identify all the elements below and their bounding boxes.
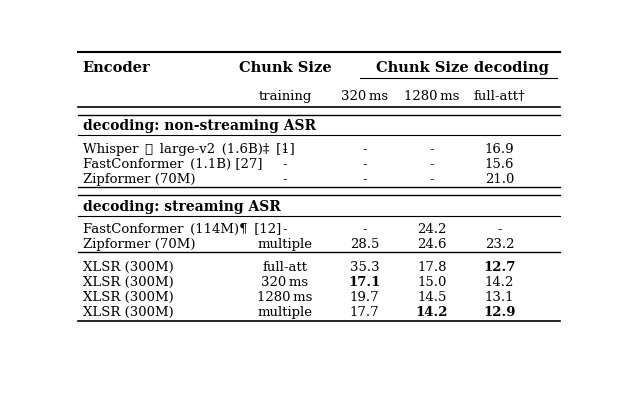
Text: 21.0: 21.0: [485, 172, 514, 186]
Text: XLSR (300M): XLSR (300M): [83, 260, 174, 273]
Text: -: -: [283, 172, 287, 186]
Text: XLSR (300M): XLSR (300M): [83, 275, 174, 288]
Text: 12.9: 12.9: [483, 306, 516, 319]
Text: Encoder: Encoder: [83, 61, 151, 75]
Text: 15.6: 15.6: [485, 158, 514, 171]
Text: 16.9: 16.9: [485, 143, 514, 156]
Text: 14.2: 14.2: [415, 306, 448, 319]
Text: decoding: streaming ASR: decoding: streaming ASR: [83, 199, 281, 213]
Text: full-att†: full-att†: [474, 89, 526, 103]
Text: multiple: multiple: [258, 306, 312, 319]
Text: 28.5: 28.5: [350, 238, 379, 251]
Text: 19.7: 19.7: [350, 290, 379, 304]
Text: XLSR (300M): XLSR (300M): [83, 306, 174, 319]
Text: 320 ms: 320 ms: [261, 275, 309, 288]
Text: Zipformer (70M): Zipformer (70M): [83, 238, 195, 251]
Text: -: -: [362, 172, 367, 186]
Text: 23.2: 23.2: [485, 238, 514, 251]
Text: 13.1: 13.1: [485, 290, 514, 304]
Text: 15.0: 15.0: [417, 275, 447, 288]
Text: 14.5: 14.5: [417, 290, 447, 304]
Text: multiple: multiple: [258, 238, 312, 251]
Text: 17.1: 17.1: [348, 275, 381, 288]
Text: 35.3: 35.3: [350, 260, 379, 273]
Text: -: -: [430, 172, 434, 186]
Text: 1280 ms: 1280 ms: [258, 290, 313, 304]
Text: -: -: [430, 143, 434, 156]
Text: 24.2: 24.2: [417, 223, 447, 236]
Text: -: -: [362, 223, 367, 236]
Text: -: -: [283, 223, 287, 236]
Text: 17.7: 17.7: [350, 306, 379, 319]
Text: decoding: non-streaming ASR: decoding: non-streaming ASR: [83, 119, 315, 133]
Text: XLSR (300M): XLSR (300M): [83, 290, 174, 304]
Text: 12.7: 12.7: [483, 260, 516, 273]
Text: FastConformer (1.1B) [27]: FastConformer (1.1B) [27]: [83, 158, 262, 171]
Text: 1280 ms: 1280 ms: [404, 89, 460, 103]
Text: 17.8: 17.8: [417, 260, 447, 273]
Text: 320 ms: 320 ms: [341, 89, 388, 103]
Text: -: -: [362, 158, 367, 171]
Text: -: -: [283, 158, 287, 171]
Text: training: training: [258, 89, 312, 103]
Text: 24.6: 24.6: [417, 238, 447, 251]
Text: -: -: [430, 158, 434, 171]
Text: -: -: [283, 143, 287, 156]
Text: 14.2: 14.2: [485, 275, 514, 288]
Text: Whisper ₟ large-v2 (1.6B)‡ [1]: Whisper ₟ large-v2 (1.6B)‡ [1]: [83, 143, 294, 156]
Text: -: -: [362, 143, 367, 156]
Text: full-att: full-att: [262, 260, 307, 273]
Text: Chunk Size decoding: Chunk Size decoding: [376, 61, 549, 75]
Text: FastConformer (114M)¶ [12]: FastConformer (114M)¶ [12]: [83, 223, 281, 236]
Text: Chunk Size: Chunk Size: [239, 61, 332, 75]
Text: Zipformer (70M): Zipformer (70M): [83, 172, 195, 186]
Text: -: -: [497, 223, 502, 236]
